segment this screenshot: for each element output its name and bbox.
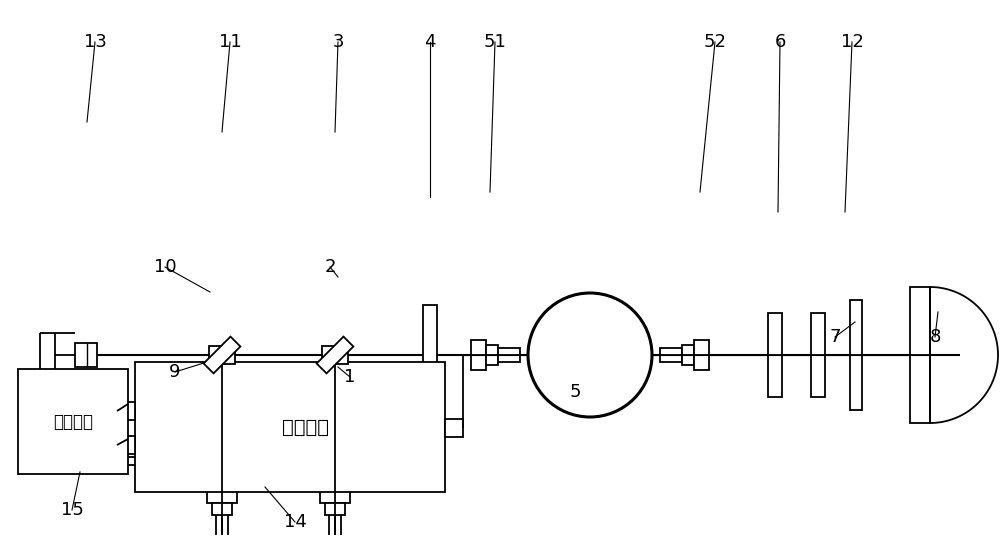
Text: 12: 12 [841, 33, 863, 51]
Bar [308, 402, 368, 430]
Bar [682, 345, 694, 365]
Text: 3: 3 [332, 33, 344, 51]
Text: 6: 6 [774, 33, 786, 51]
Bar [18, 369, 128, 474]
Bar [768, 313, 782, 397]
Text: 控制电路: 控制电路 [282, 417, 329, 437]
Bar [471, 340, 486, 370]
Text: 2: 2 [324, 258, 336, 276]
Bar [320, 485, 350, 503]
Bar [209, 346, 235, 364]
Bar [117, 402, 135, 420]
Text: 11: 11 [219, 33, 241, 51]
Bar [486, 345, 498, 365]
Bar [498, 348, 520, 362]
Polygon shape [317, 337, 353, 373]
Text: 5: 5 [569, 383, 581, 401]
Text: 1: 1 [344, 368, 356, 386]
Bar [660, 348, 682, 362]
Text: 51: 51 [484, 33, 506, 51]
Bar [850, 300, 862, 410]
Text: 10: 10 [154, 258, 176, 276]
Bar [195, 402, 255, 430]
Bar [694, 340, 709, 370]
Bar [207, 485, 237, 503]
Bar [212, 503, 232, 515]
Bar [75, 343, 97, 367]
Bar [910, 287, 930, 423]
Circle shape [528, 293, 652, 417]
Text: 电源单元: 电源单元 [53, 412, 93, 431]
Text: 7: 7 [829, 328, 841, 346]
Bar [117, 436, 135, 454]
Text: 9: 9 [169, 363, 181, 381]
Bar [445, 419, 463, 437]
Bar [811, 313, 825, 397]
Bar [423, 305, 437, 405]
Bar [135, 362, 445, 492]
Text: 15: 15 [61, 501, 83, 519]
Text: 13: 13 [84, 33, 106, 51]
Polygon shape [204, 337, 240, 373]
Text: 4: 4 [424, 33, 436, 51]
Bar [325, 503, 345, 515]
Text: 14: 14 [284, 513, 306, 531]
Bar [322, 346, 348, 364]
Text: 8: 8 [929, 328, 941, 346]
Text: 52: 52 [704, 33, 726, 51]
